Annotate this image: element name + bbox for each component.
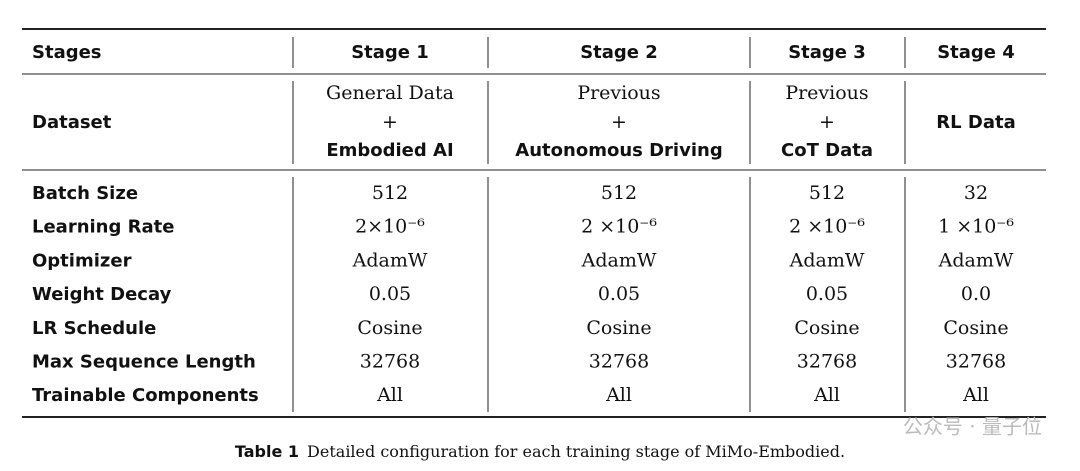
table-cell: 1 ×10⁻⁶ xyxy=(938,216,1014,238)
dataset-plus: + xyxy=(382,111,398,133)
table-cell: 0.0 xyxy=(961,283,991,305)
table-cell: All xyxy=(605,384,632,406)
row-label: LR Schedule xyxy=(32,318,156,339)
table-cell: 0.05 xyxy=(806,283,848,305)
table-cell: AdamW xyxy=(352,249,428,271)
dataset-text: RL Data xyxy=(936,112,1015,133)
caption-text: Detailed configuration for each training… xyxy=(307,442,845,461)
table-cell: Cosine xyxy=(794,317,859,339)
table-cell: All xyxy=(962,384,989,406)
caption-label: Table 1 xyxy=(235,442,299,461)
dataset-text: Embodied AI xyxy=(326,140,453,161)
table-cell: 32768 xyxy=(797,351,857,373)
table-cell: 0.05 xyxy=(369,283,411,305)
table-cell: 32 xyxy=(964,182,988,204)
header-cell: Stage 3 xyxy=(788,42,866,63)
dataset-text: Previous xyxy=(577,82,660,104)
row-label: Learning Rate xyxy=(32,217,174,238)
table-cell: 2×10⁻⁶ xyxy=(355,216,425,238)
dataset-plus: + xyxy=(611,111,627,133)
dataset-text: CoT Data xyxy=(781,140,873,161)
dataset-text: General Data xyxy=(326,82,454,104)
dataset-plus: + xyxy=(819,111,835,133)
table-cell: AdamW xyxy=(938,249,1014,271)
row-label: Trainable Components xyxy=(32,385,259,406)
table-cell: 512 xyxy=(809,182,845,204)
header-cell: Stages xyxy=(32,42,102,63)
table-cell: AdamW xyxy=(789,249,865,271)
table-cell: 0.05 xyxy=(598,283,640,305)
watermark: 公众号 · 量子位 xyxy=(903,415,1042,439)
row-label: Dataset xyxy=(32,112,112,133)
table-cell: Cosine xyxy=(586,317,651,339)
table-cell: 32768 xyxy=(360,351,420,373)
table-cell: Cosine xyxy=(943,317,1008,339)
header-cell: Stage 4 xyxy=(937,42,1015,63)
dataset-text: Previous xyxy=(785,82,868,104)
table-cell: AdamW xyxy=(581,249,657,271)
table-cell: All xyxy=(376,384,403,406)
row-label: Batch Size xyxy=(32,183,138,204)
table-cell: 512 xyxy=(372,182,408,204)
header-cell: Stage 1 xyxy=(351,42,429,63)
table-cell: 32768 xyxy=(589,351,649,373)
table-cell: All xyxy=(813,384,840,406)
row-label: Optimizer xyxy=(32,250,132,271)
caption: Table 1 Detailed configuration for each t… xyxy=(235,442,845,461)
row-label: Max Sequence Length xyxy=(32,352,256,373)
header-cell: Stage 2 xyxy=(580,42,658,63)
table-cell: 2 ×10⁻⁶ xyxy=(789,216,865,238)
table-cell: Cosine xyxy=(357,317,422,339)
dataset-text: Autonomous Driving xyxy=(515,140,722,161)
row-label: Weight Decay xyxy=(32,284,172,305)
table-cell: 32768 xyxy=(946,351,1006,373)
table-cell: 512 xyxy=(601,182,637,204)
table-cell: 2 ×10⁻⁶ xyxy=(581,216,657,238)
